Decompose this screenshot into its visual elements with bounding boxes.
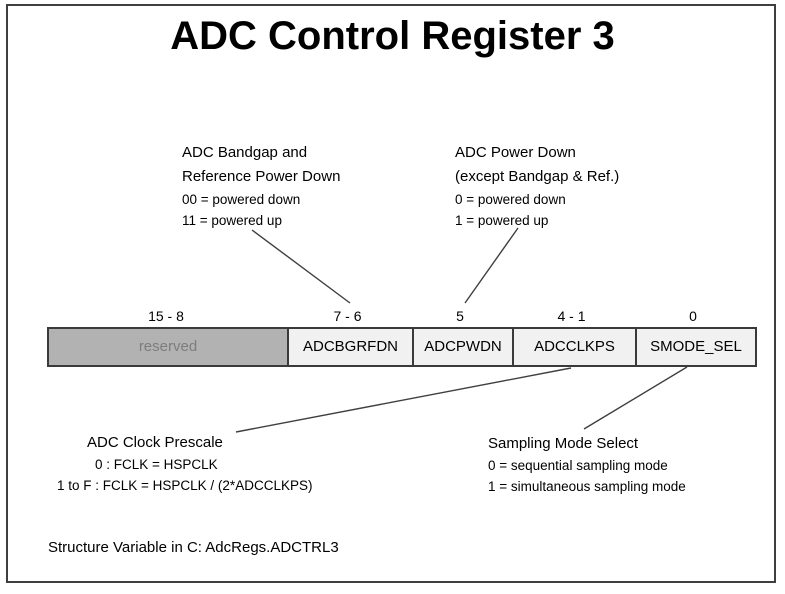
callout-value: 1 to F : FCLK = HSPCLK / (2*ADCCLKPS) xyxy=(57,478,313,493)
callout-heading: ADC Bandgap and xyxy=(182,144,308,161)
callout-bandgap-power-down: ADC Bandgap and Reference Power Down 00 … xyxy=(182,141,340,231)
bit-range-labels: 15 - 8 7 - 6 5 4 - 1 0 xyxy=(47,306,753,326)
callout-value: 11 = powered up xyxy=(182,213,282,228)
field-adcclkps: ADCCLKPS xyxy=(512,329,635,365)
callout-value: 1 = simultaneous sampling mode xyxy=(488,479,686,494)
structure-variable-note: Structure Variable in C: AdcRegs.ADCTRL3 xyxy=(48,539,339,556)
callout-heading: ADC Power Down xyxy=(455,144,576,161)
bit-range-adcpwdn: 5 xyxy=(456,308,464,324)
bit-range-reserved: 15 - 8 xyxy=(148,308,184,324)
page-title: ADC Control Register 3 xyxy=(170,14,615,58)
callout-value: 00 = powered down xyxy=(182,192,301,207)
callout-heading: ADC Clock Prescale xyxy=(87,434,223,451)
leader-line-clock-prescale xyxy=(235,367,572,433)
bit-range-smode-sel: 0 xyxy=(689,308,697,324)
callout-value: 1 = powered up xyxy=(455,213,549,228)
field-smode-sel: SMODE_SEL xyxy=(635,329,755,365)
callout-heading: Reference Power Down xyxy=(182,168,341,185)
leader-line-sampling-mode xyxy=(583,366,688,430)
callout-sampling-mode: Sampling Mode Select 0 = sequential samp… xyxy=(488,433,686,497)
callout-value: 0 = sequential sampling mode xyxy=(488,458,668,473)
field-adcbgrfdn: ADCBGRFDN xyxy=(287,329,412,365)
bit-range-adcbgrfdn: 7 - 6 xyxy=(333,308,362,324)
bit-range-adcclkps: 4 - 1 xyxy=(557,308,586,324)
callout-value: 0 : FCLK = HSPCLK xyxy=(95,457,218,472)
callout-value: 0 = powered down xyxy=(455,192,566,207)
leader-line-power-down xyxy=(464,227,519,304)
callout-heading: (except Bandgap & Ref.) xyxy=(455,168,620,185)
field-reserved: reserved xyxy=(49,329,287,365)
callout-heading: Sampling Mode Select xyxy=(488,435,639,452)
field-adcpwdn: ADCPWDN xyxy=(412,329,512,365)
leader-line-bandgap xyxy=(251,229,351,304)
callout-clock-prescale: ADC Clock Prescale 0 : FCLK = HSPCLK 1 t… xyxy=(57,432,312,496)
register-bitfield-row: reserved ADCBGRFDN ADCPWDN ADCCLKPS SMOD… xyxy=(47,327,757,367)
callout-adc-power-down: ADC Power Down (except Bandgap & Ref.) 0… xyxy=(455,141,619,231)
